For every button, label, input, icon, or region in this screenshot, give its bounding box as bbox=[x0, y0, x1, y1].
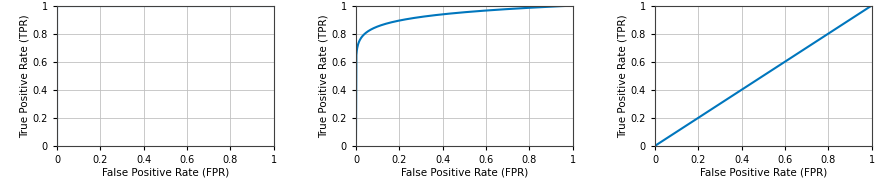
X-axis label: False Positive Rate (FPR): False Positive Rate (FPR) bbox=[102, 168, 229, 178]
X-axis label: False Positive Rate (FPR): False Positive Rate (FPR) bbox=[700, 168, 827, 178]
Y-axis label: True Positive Rate (TPR): True Positive Rate (TPR) bbox=[319, 14, 328, 138]
X-axis label: False Positive Rate (FPR): False Positive Rate (FPR) bbox=[400, 168, 528, 178]
Y-axis label: True Positive Rate (TPR): True Positive Rate (TPR) bbox=[618, 14, 628, 138]
Y-axis label: True Positive Rate (TPR): True Positive Rate (TPR) bbox=[20, 14, 30, 138]
